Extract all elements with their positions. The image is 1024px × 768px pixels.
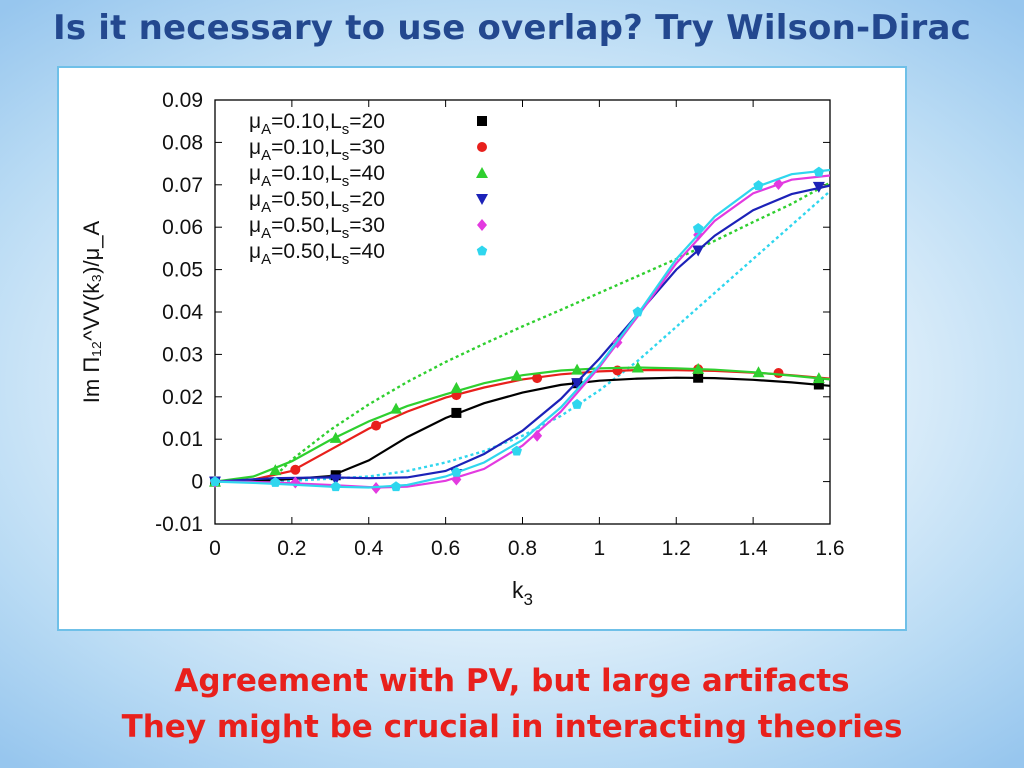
legend-marker-3 (476, 194, 488, 205)
series-1-point (371, 420, 382, 431)
x-tick-label: 1.2 (662, 537, 691, 560)
legend-entry-1: μA=0.10,Ls=30 (249, 136, 385, 164)
legend-marker-5 (476, 245, 488, 256)
series-5-point (390, 481, 402, 492)
y-axis-label: Im Π₁₂^VV(k₃)/μ_A (79, 220, 104, 403)
y-tick-label: 0 (191, 471, 203, 494)
series-5-point (571, 398, 583, 409)
series-1-line (215, 369, 830, 483)
series-5-line (215, 168, 830, 489)
legend-marker-1 (477, 142, 487, 152)
series-3-line (215, 184, 830, 483)
series-2-point (329, 431, 342, 443)
legend-entry-2: μA=0.10,Ls=40 (249, 162, 385, 190)
y-tick-label: 0.01 (162, 428, 203, 451)
series-3-point (571, 378, 584, 390)
series-0-point (693, 372, 704, 383)
legend-entry-5: μA=0.50,Ls=40 (249, 240, 385, 268)
chart: 0 0.2 0.4 0.6 0.8 1 1.2 1.4 1.6 -0.01 0 0.01 0.02 0.0… (79, 89, 845, 609)
x-tick-label: 0.2 (277, 537, 306, 560)
series-5-point (511, 445, 522, 456)
series-4-point (773, 177, 784, 190)
x-tick-label: 0.6 (431, 537, 460, 560)
series-5-point (692, 223, 704, 233)
slide-title: Is it necessary to use overlap? Try Wils… (52, 8, 972, 48)
x-tick-label: 1.6 (815, 537, 844, 560)
series-1-point (532, 373, 543, 384)
chart-frame: 0 0.2 0.4 0.6 0.8 1 1.2 1.4 1.6 -0.01 0 0.01 0.02 0.0… (57, 66, 907, 631)
y-tick-label: 0.06 (162, 216, 203, 239)
series-5-point (209, 476, 221, 486)
x-tick-label: 1 (594, 537, 606, 560)
series-2-point (510, 369, 523, 381)
x-axis-label: k3 (512, 577, 533, 609)
series-2-point (269, 464, 282, 476)
series-5-point (330, 481, 341, 492)
series-5-point (632, 306, 643, 317)
series-2-point (752, 366, 765, 378)
series-5-point (813, 166, 825, 177)
series-2-point (390, 402, 403, 414)
y-tick-label: 0.09 (162, 89, 203, 112)
legend-marker-4 (477, 219, 487, 231)
y-tick-label: -0.01 (155, 513, 203, 536)
series-2-point (571, 363, 584, 375)
series-0-point (813, 379, 824, 390)
caption-line-1: Agreement with PV, but large artifacts (174, 663, 850, 699)
series-2-line (215, 366, 830, 483)
x-tick-label: 1.4 (739, 537, 769, 560)
x-tick-label: 0.4 (354, 537, 384, 560)
series-2-point (631, 361, 644, 373)
series-4-point (532, 429, 543, 442)
x-tick-label: 0 (209, 537, 221, 560)
legend-marker-0 (477, 116, 487, 126)
caption-line-2: They might be crucial in interacting the… (121, 709, 903, 745)
legend-entry-0: μA=0.10,Ls=20 (249, 110, 385, 138)
y-tick-label: 0.02 (162, 386, 203, 409)
legend-entry-4: μA=0.50,Ls=30 (249, 214, 385, 242)
series-5-point (753, 180, 764, 191)
series-0-point (451, 407, 462, 418)
series-3-point (692, 245, 705, 257)
y-tick-label: 0.07 (162, 174, 203, 197)
series-1-point (290, 464, 301, 475)
series-3-point (812, 181, 825, 193)
legend-entry-3: μA=0.50,Ls=20 (249, 188, 385, 216)
series-2-point (812, 372, 825, 384)
y-tick-label: 0.08 (162, 131, 203, 154)
series-3-point (329, 474, 342, 486)
y-tick-label: 0.05 (162, 259, 203, 282)
y-tick-label: 0.03 (162, 343, 203, 366)
legend-marker-2 (476, 167, 488, 178)
series-2-point (450, 381, 463, 393)
series-2-point (692, 362, 705, 374)
x-tick-label: 0.8 (508, 537, 537, 560)
series-5-point (270, 476, 281, 487)
reference-curve-1 (215, 190, 830, 483)
series-0-line (215, 376, 830, 483)
series-5-point (451, 466, 462, 477)
y-tick-label: 0.04 (162, 301, 203, 324)
